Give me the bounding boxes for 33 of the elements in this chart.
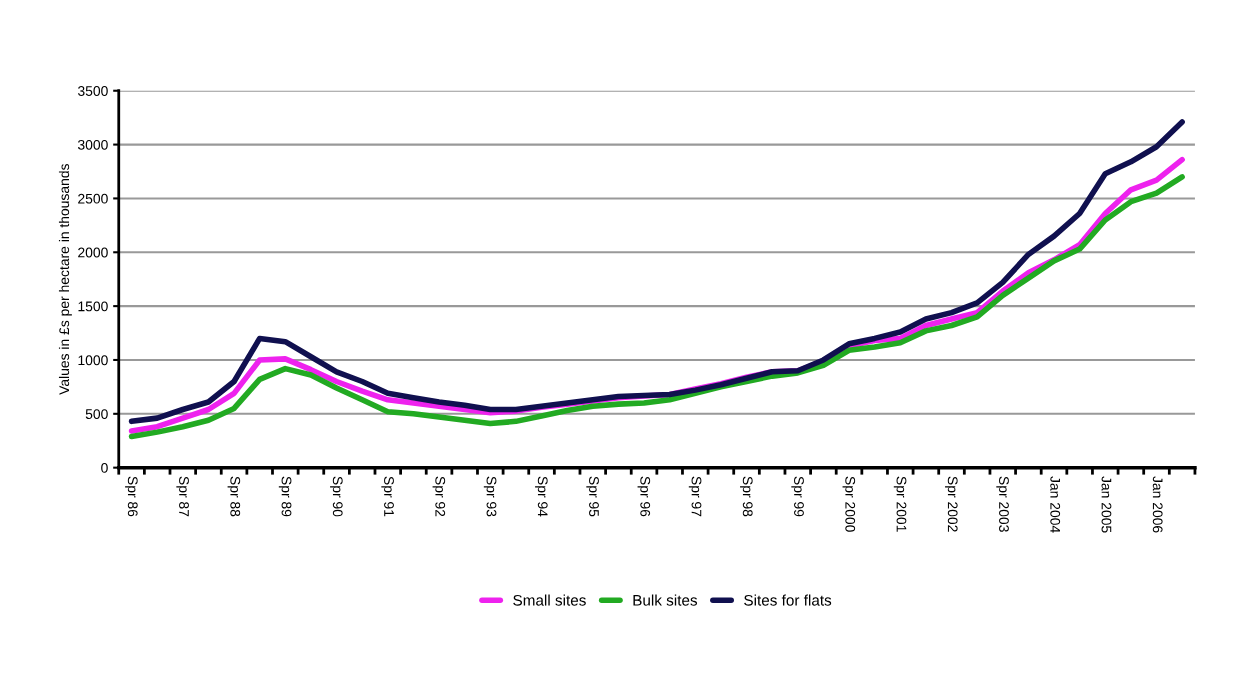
x-tick-label: Jan 2004 bbox=[1050, 476, 1061, 533]
x-tick-label: Spr 97 bbox=[688, 476, 702, 517]
y-tick-label: 1500 bbox=[78, 301, 108, 312]
x-tick-label: Spr 2002 bbox=[945, 476, 958, 532]
y-tick-label: 1000 bbox=[78, 355, 108, 366]
x-tick-label: Jan 2006 bbox=[1152, 476, 1163, 533]
x-tick-label: Spr 94 bbox=[535, 476, 548, 517]
x-tick-label: Spr 90 bbox=[330, 476, 343, 517]
y-tick-label: 3000 bbox=[77, 139, 108, 150]
y-tick-label: 3500 bbox=[77, 86, 108, 96]
y-tick-label: 2000 bbox=[78, 247, 108, 258]
y-tick-label: 2500 bbox=[78, 193, 108, 204]
x-tick-label: Spr 88 bbox=[227, 476, 241, 517]
x-tick-label: Spr 91 bbox=[381, 476, 394, 517]
x-tick-label: Spr 2000 bbox=[842, 476, 856, 532]
x-tick-label: Spr 86 bbox=[125, 476, 138, 517]
legend-label: Bulk sites bbox=[633, 594, 698, 606]
legend-label: Small sites bbox=[513, 594, 586, 606]
x-tick-label: Spr 98 bbox=[740, 476, 753, 517]
x-tick-label: Spr 96 bbox=[637, 476, 651, 517]
y-axis-title: Values in £s per hectare in thousands bbox=[58, 164, 72, 395]
x-tick-label: Spr 2003 bbox=[996, 476, 1009, 532]
y-tick-label: 0 bbox=[101, 462, 108, 473]
legend-label: Sites for flats bbox=[744, 594, 832, 606]
x-tick-label: Jan 2005 bbox=[1101, 476, 1112, 533]
x-tick-label: Spr 92 bbox=[432, 476, 446, 517]
x-tick-label: Spr 87 bbox=[176, 476, 189, 517]
y-tick-label: 500 bbox=[85, 409, 108, 419]
x-tick-label: Spr 93 bbox=[483, 476, 497, 517]
x-tick-label: Spr 2001 bbox=[893, 476, 907, 532]
x-tick-label: Spr 89 bbox=[278, 476, 292, 517]
x-tick-label: Spr 95 bbox=[586, 476, 599, 517]
x-tick-label: Spr 99 bbox=[791, 476, 804, 517]
